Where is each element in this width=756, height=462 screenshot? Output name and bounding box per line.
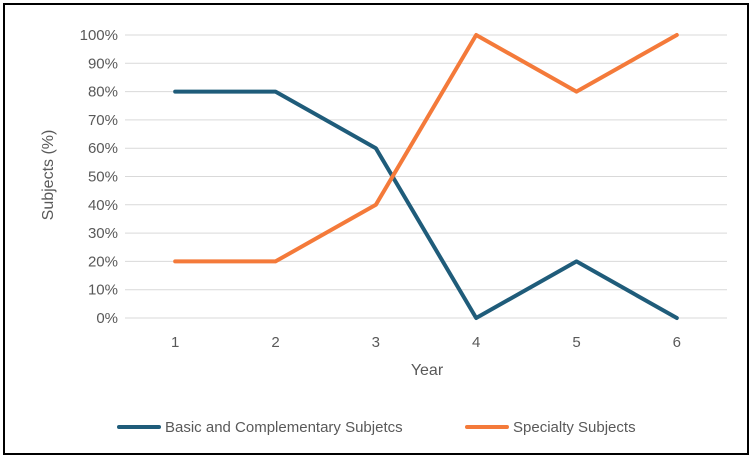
y-axis-title: Subjects (%) (40, 130, 57, 221)
x-axis-title: Year (411, 362, 444, 379)
x-tick-label: 6 (673, 334, 681, 351)
series-lines (173, 33, 679, 320)
legend-label: Specialty Subjects (513, 419, 636, 436)
x-tick-label: 4 (472, 334, 480, 351)
y-tick-label: 30% (88, 225, 118, 242)
line-chart: 0% 10% 20% 30% 40% 50% 60% 70% 80% 90% 100% 1 2 3 4 5 6… (40, 27, 727, 436)
y-tick-label: 90% (88, 55, 118, 72)
y-tick-label: 60% (88, 140, 118, 157)
chart-frame: 0% 10% 20% 30% 40% 50% 60% 70% 80% 90% 100% 1 2 3 4 5 6… (3, 3, 749, 455)
y-tick-label: 80% (88, 84, 118, 101)
y-tick-label: 0% (96, 310, 118, 327)
legend: Basic and Complementary Subjetcs Specialt… (117, 419, 636, 436)
x-axis-tick-labels: 1 2 3 4 5 6 (171, 334, 681, 351)
y-tick-label: 20% (88, 253, 118, 270)
y-tick-label: 100% (80, 27, 118, 44)
y-tick-label: 50% (88, 169, 118, 186)
gridlines (125, 34, 727, 319)
series-line-2 (173, 33, 679, 264)
legend-label: Basic and Complementary Subjetcs (165, 419, 403, 436)
x-tick-label: 5 (572, 334, 580, 351)
y-tick-label: 70% (88, 112, 118, 129)
series-line-1 (173, 89, 679, 320)
x-tick-label: 1 (171, 334, 179, 351)
y-tick-label: 10% (88, 282, 118, 299)
y-axis-tick-labels: 0% 10% 20% 30% 40% 50% 60% 70% 80% 90% 100% (80, 27, 118, 327)
x-tick-label: 3 (372, 334, 380, 351)
y-tick-label: 40% (88, 197, 118, 214)
x-tick-label: 2 (271, 334, 279, 351)
